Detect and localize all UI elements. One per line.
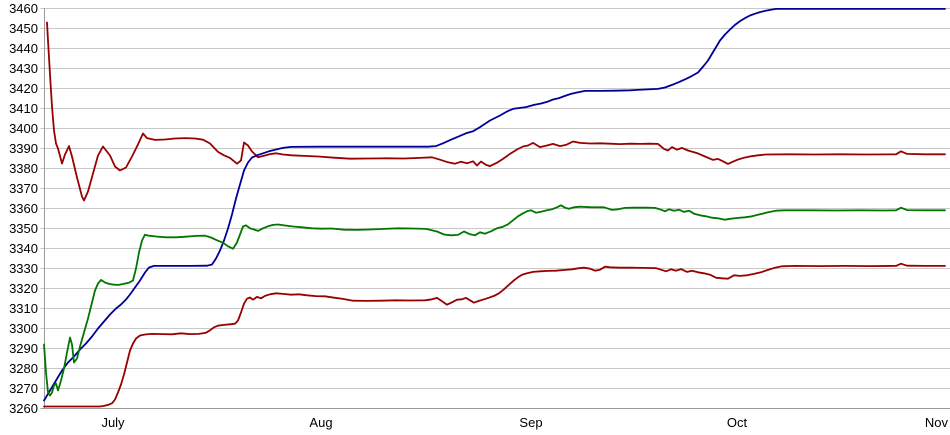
x-axis-month-label: July <box>101 415 125 430</box>
y-axis-tick-label: 3350 <box>9 221 38 236</box>
y-axis-tick-label: 3380 <box>9 161 38 176</box>
y-axis-tick-label: 3400 <box>9 121 38 136</box>
y-axis-tick-label: 3290 <box>9 341 38 356</box>
y-axis-tick-label: 3370 <box>9 181 38 196</box>
y-axis-tick-label: 3360 <box>9 201 38 216</box>
series-line-red-upper <box>46 21 946 202</box>
series-line-blue <box>43 7 946 402</box>
y-axis-tick-label: 3280 <box>9 361 38 376</box>
y-axis-tick-label: 3320 <box>9 281 38 296</box>
y-axis-tick-label: 3340 <box>9 241 38 256</box>
y-axis-tick-label: 3270 <box>9 381 38 396</box>
x-axis-month-label: Aug <box>309 415 332 430</box>
y-axis-tick-label: 3460 <box>9 1 38 16</box>
x-axis-month-label: Nov <box>925 415 949 430</box>
y-axis-tick-label: 3390 <box>9 141 38 156</box>
series-line-green <box>43 204 946 397</box>
y-axis-tick-label: 3420 <box>9 81 38 96</box>
y-axis-tick-label: 3300 <box>9 321 38 336</box>
y-axis-tick-label: 3410 <box>9 101 38 116</box>
y-axis-tick-label: 3260 <box>9 401 38 416</box>
y-axis-tick-label: 3430 <box>9 61 38 76</box>
y-axis-tick-label: 3450 <box>9 21 38 36</box>
x-axis-month-label: Oct <box>727 415 748 430</box>
y-axis-tick-label: 3440 <box>9 41 38 56</box>
y-axis-tick-label: 3310 <box>9 301 38 316</box>
y-axis-tick-label: 3330 <box>9 261 38 276</box>
series-line-red-lower <box>43 262 946 408</box>
x-axis-month-label: Sep <box>519 415 542 430</box>
